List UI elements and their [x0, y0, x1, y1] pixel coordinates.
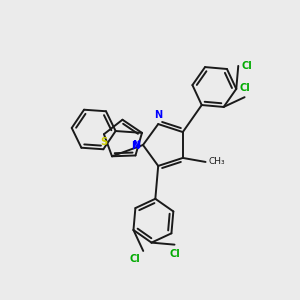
- Text: S: S: [100, 137, 107, 147]
- Text: Cl: Cl: [239, 83, 250, 93]
- Text: Cl: Cl: [169, 249, 180, 259]
- Text: Cl: Cl: [130, 254, 140, 264]
- Text: N: N: [131, 142, 140, 152]
- Text: CH₃: CH₃: [208, 158, 225, 166]
- Text: Cl: Cl: [241, 61, 252, 71]
- Text: N: N: [154, 110, 162, 120]
- Text: N: N: [132, 140, 140, 150]
